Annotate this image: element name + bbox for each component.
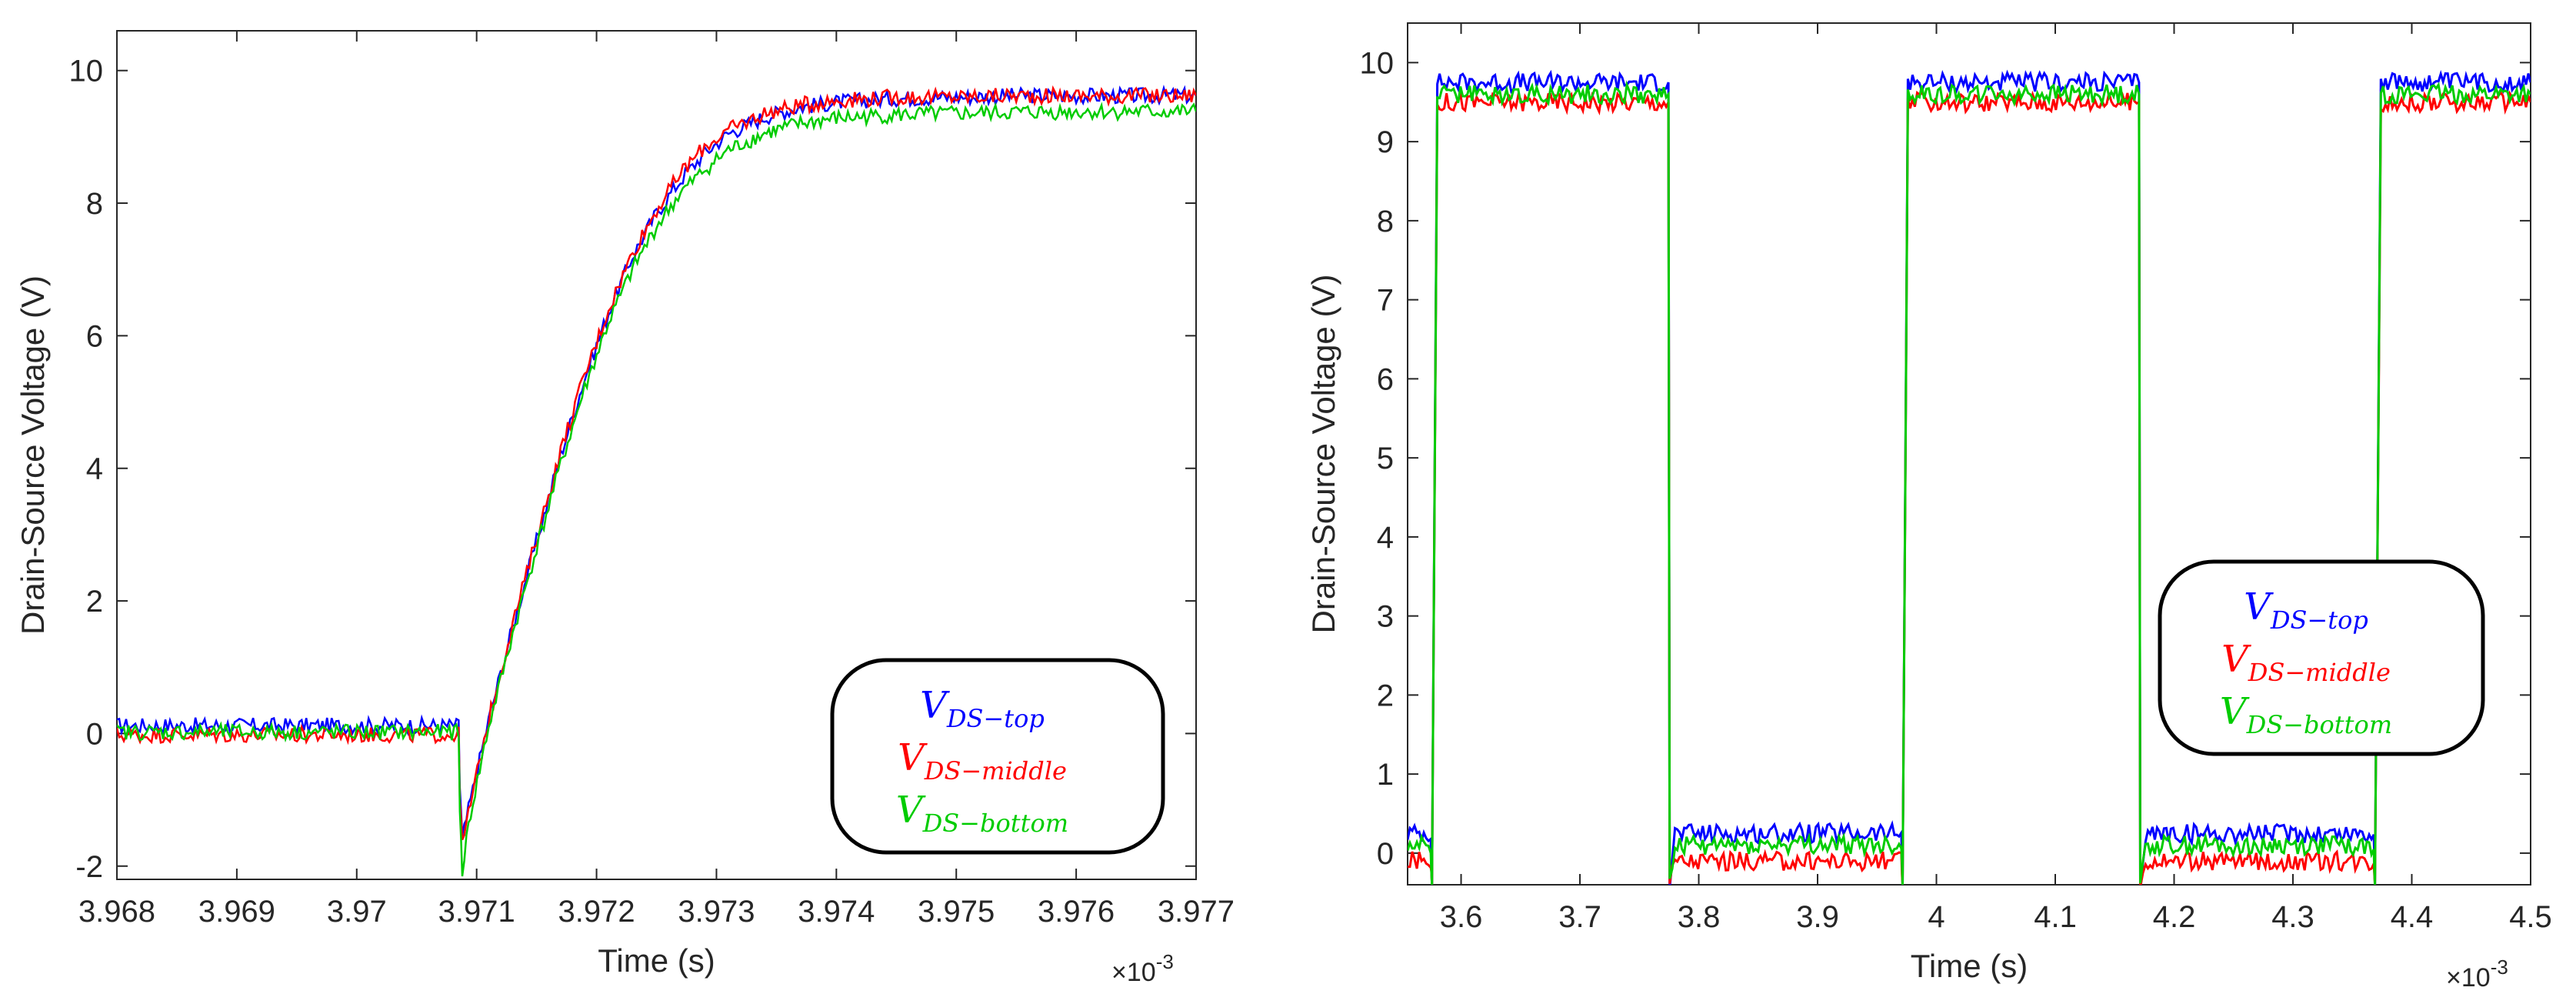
x-exponent-power: -3 xyxy=(1156,950,1174,973)
legend-box xyxy=(2158,559,2485,756)
legend-entry: VDS−bottom xyxy=(896,789,1068,838)
legend-entry-sub: DS−bottom xyxy=(922,809,1068,838)
chart-panel-left: 3.968 3.969 3.97 3.971 3.972 3.973 3.974 3.975 3… xyxy=(0,0,1261,1004)
x-tick-label: 3.977 xyxy=(1158,895,1235,929)
series-line-v-ds-top xyxy=(1408,69,2531,885)
legend-entry-main: V xyxy=(898,736,928,779)
chart-right: 3.6 3.7 3.8 3.9 4 4.1 4.2 4.3 4.4 4.5 0 1 2 3 4 5 6 7 8 9 10… xyxy=(1305,22,2552,992)
series-line-v-ds-middle xyxy=(117,85,1196,841)
x-tick-label: 4.5 xyxy=(2509,900,2552,934)
y-tick-label: 2 xyxy=(86,585,103,619)
x-tick-label: 3.974 xyxy=(798,895,875,929)
x-exponent-label: ×10-3 xyxy=(2446,956,2508,992)
x-tick-label: 3.7 xyxy=(1558,900,1601,934)
legend-entry: VDS−top xyxy=(920,684,1045,733)
legend-entry: VDS−middle xyxy=(2221,638,2391,687)
x-tick-label: 3.973 xyxy=(678,895,755,929)
legend-entry: VDS−middle xyxy=(898,736,1067,786)
x-tick-label: 3.6 xyxy=(1440,900,1483,934)
x-tick-label: 3.968 xyxy=(78,895,155,929)
y-axis-label: Drain-Source Voltage (V) xyxy=(15,275,51,635)
chart-left: 3.968 3.969 3.97 3.971 3.972 3.973 3.974 3.975 3… xyxy=(15,30,1235,987)
x-axis-label: Time (s) xyxy=(1911,948,2028,984)
legend-entry: VDS−top xyxy=(2244,585,2368,635)
y-axis-label: Drain-Source Voltage (V) xyxy=(1305,275,1341,634)
x-tick-label: 3.971 xyxy=(438,895,515,929)
x-exponent-power: -3 xyxy=(2491,956,2508,979)
legend-entry-main: V xyxy=(2220,690,2250,733)
series-line-v-ds-top xyxy=(117,85,1196,836)
y-tick-label: 8 xyxy=(86,187,103,221)
y-tick-label: 2 xyxy=(1377,679,1394,712)
y-tick-label: 0 xyxy=(1377,837,1394,871)
legend-entry-sub: DS−middle xyxy=(924,756,1067,786)
x-exponent-label: ×10-3 xyxy=(1111,950,1174,987)
y-tick-label: 7 xyxy=(1377,284,1394,318)
x-tick-label: 4.1 xyxy=(2034,900,2077,934)
series-line-v-ds-bottom xyxy=(1408,80,2531,885)
x-tick-label: 4.4 xyxy=(2391,900,2434,934)
y-tick-label: 8 xyxy=(1377,205,1394,238)
y-tick-label: 3 xyxy=(1377,600,1394,634)
y-tick-label: 4 xyxy=(86,452,103,486)
y-tick-label: 10 xyxy=(69,55,104,88)
x-tick-label: 3.8 xyxy=(1678,900,1721,934)
series-line-v-ds-bottom xyxy=(117,102,1196,877)
legend-entry-main: V xyxy=(896,789,926,832)
legend-entry-main: V xyxy=(2244,585,2274,629)
y-tick-label: -2 xyxy=(75,850,103,884)
series-line-v-ds-middle xyxy=(1408,90,2531,885)
y-tick-label: 5 xyxy=(1377,442,1394,475)
x-tick-label: 3.975 xyxy=(918,895,995,929)
x-axis-label: Time (s) xyxy=(598,942,715,979)
y-tick-label: 6 xyxy=(86,319,103,353)
y-tick-label: 4 xyxy=(1377,521,1394,555)
chart-panel-right: 3.6 3.7 3.8 3.9 4 4.1 4.2 4.3 4.4 4.5 0 1 2 3 4 5 6 7 8 9 10… xyxy=(1305,0,2576,1004)
x-tick-label: 3.969 xyxy=(198,895,275,929)
legend-entry-main: V xyxy=(2221,638,2251,681)
legend-entry-sub: DS−top xyxy=(2270,605,2368,635)
legend-entry: VDS−bottom xyxy=(2220,690,2392,739)
x-tick-label: 3.97 xyxy=(327,895,387,929)
y-tick-label: 1 xyxy=(1377,758,1394,792)
y-tick-label: 0 xyxy=(86,717,103,751)
x-tick-label: 4.2 xyxy=(2153,900,2196,934)
y-tick-label: 9 xyxy=(1377,125,1394,159)
x-tick-label: 3.976 xyxy=(1038,895,1115,929)
legend-entry-sub: DS−top xyxy=(946,704,1045,733)
y-tick-label: 10 xyxy=(1360,46,1395,80)
x-tick-label: 4.3 xyxy=(2271,900,2314,934)
x-tick-label: 3.9 xyxy=(1796,900,1839,934)
x-tick-label: 3.972 xyxy=(558,895,635,929)
y-tick-label: 6 xyxy=(1377,362,1394,396)
legend-entry-main: V xyxy=(920,684,950,727)
legend-box xyxy=(830,658,1165,855)
x-tick-label: 4 xyxy=(1928,900,1944,934)
legend-entry-sub: DS−middle xyxy=(2248,658,2391,687)
legend-entry-sub: DS−bottom xyxy=(2246,710,2392,739)
